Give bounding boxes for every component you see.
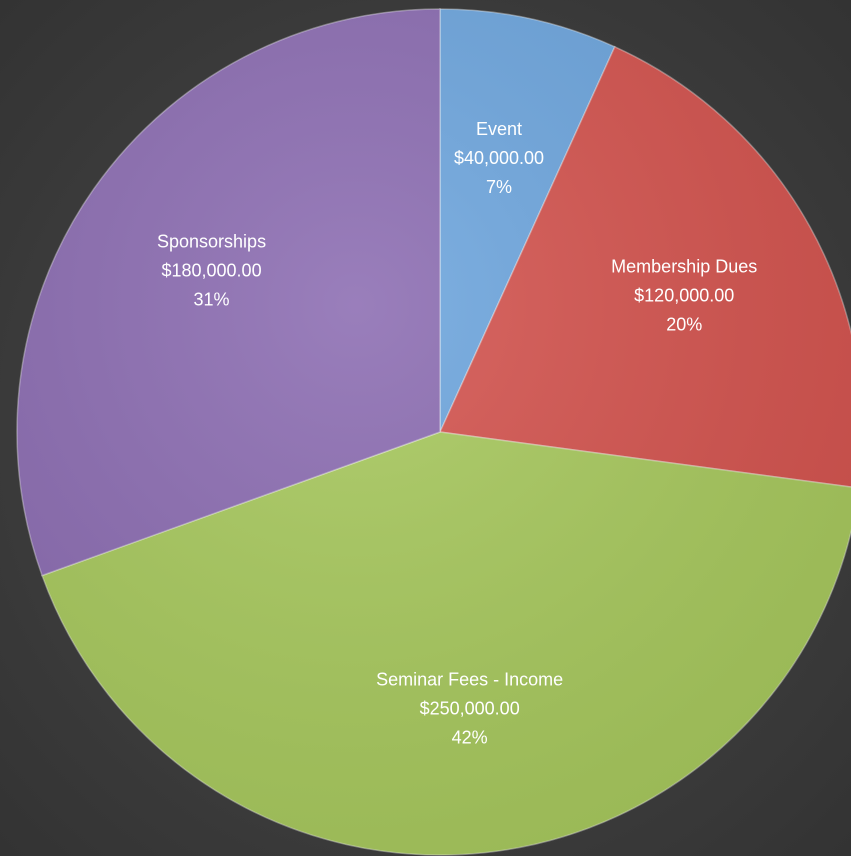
slice-percent: 20% [666,314,702,334]
slice-label: Sponsorships [157,231,266,251]
slice-percent: 7% [486,177,512,197]
slice-value: $120,000.00 [634,285,734,305]
slice-percent: 31% [194,289,230,309]
slice-label: Event [476,119,522,139]
slice-label: Membership Dues [611,256,757,276]
slices [16,8,851,856]
slice-percent: 42% [452,727,488,747]
slice-label: Seminar Fees - Income [376,669,563,689]
labels: Event $40,000.00 7% Membership Dues $120,000… [157,119,757,747]
slice-value: $180,000.00 [161,260,261,280]
slice-value: $40,000.00 [454,148,544,168]
slice-value: $250,000.00 [420,698,520,718]
